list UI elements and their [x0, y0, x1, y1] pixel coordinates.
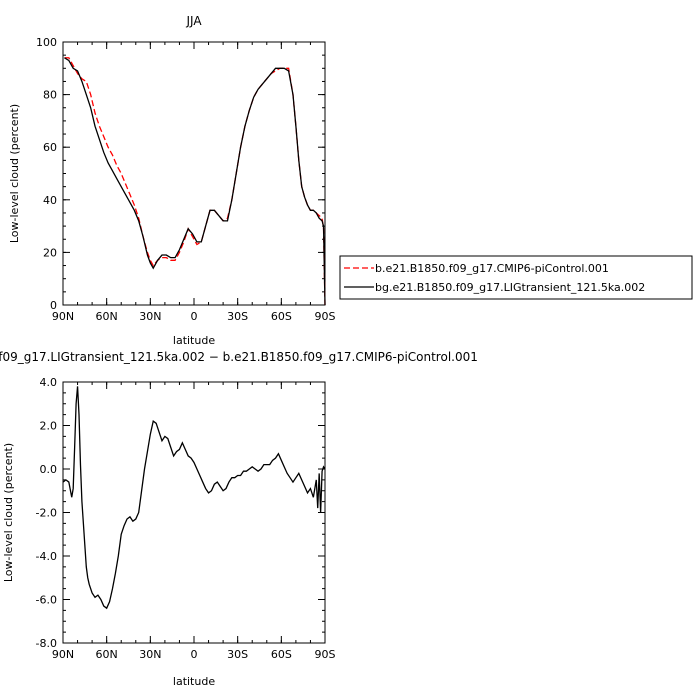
x-axis-label: latitude — [173, 675, 215, 688]
x-tick-label: 30N — [139, 310, 161, 323]
x-tick-label: 60S — [271, 648, 292, 661]
y-tick-label: 2.0 — [40, 420, 58, 433]
chart-top-jja: 90N 60N 30N 0 30S 60S 90S 0 20 40 60 80 100 JJA latitu… — [8, 14, 693, 347]
series-line-1 — [64, 57, 326, 306]
x-tick-label: 90S — [315, 310, 336, 323]
series-line-0 — [63, 386, 326, 610]
x-tick-label: 30S — [227, 310, 248, 323]
y-tick-label: -8.0 — [36, 637, 57, 650]
y-tick-label: 60 — [43, 141, 57, 154]
chart-bottom-difference: 90N 60N 30N 0 30S 60S 90S 4.0 2.0 0.0 -2.0 -4.0 -6.0… — [0, 350, 478, 688]
x-tick-label: 90S — [315, 648, 336, 661]
plot-frame — [62, 41, 326, 306]
y-tick-label: 4.0 — [40, 376, 58, 389]
y-tick-label: 0 — [50, 299, 57, 312]
series-line-0 — [64, 57, 326, 306]
y-axis-label: Low-level cloud (percent) — [2, 443, 15, 582]
x-tick-label: 90N — [52, 310, 74, 323]
y-tick-label: 20 — [43, 246, 57, 259]
legend-entry-1: bg.e21.B1850.f09_g17.LIGtransient_121.5k… — [375, 281, 645, 294]
chart-title: bg.e21.B1850.f09_g17.LIGtransient_121.5k… — [0, 350, 478, 364]
x-tick-label: 60S — [271, 310, 292, 323]
y-tick-label: 100 — [36, 36, 57, 49]
y-tick-label: 80 — [43, 89, 57, 102]
y-tick-label: -2.0 — [36, 507, 57, 520]
chart-title: JJA — [185, 14, 202, 28]
legend-entry-0: b.e21.B1850.f09_g17.CMIP6-piControl.001 — [375, 262, 609, 275]
y-axis-label: Low-level cloud (percent) — [8, 104, 21, 243]
x-tick-label: 60N — [96, 648, 118, 661]
y-tick-label: 0.0 — [40, 463, 58, 476]
y-tick-label: -4.0 — [36, 550, 57, 563]
x-tick-label: 60N — [96, 310, 118, 323]
y-tick-label: 40 — [43, 194, 57, 207]
x-tick-label: 90N — [52, 648, 74, 661]
x-tick-label: 0 — [191, 648, 198, 661]
legend-box — [339, 255, 693, 300]
x-axis-label: latitude — [173, 334, 215, 347]
x-tick-label: 30N — [139, 648, 161, 661]
y-tick-label: -6.0 — [36, 594, 57, 607]
x-tick-label: 30S — [227, 648, 248, 661]
x-tick-label: 0 — [191, 310, 198, 323]
